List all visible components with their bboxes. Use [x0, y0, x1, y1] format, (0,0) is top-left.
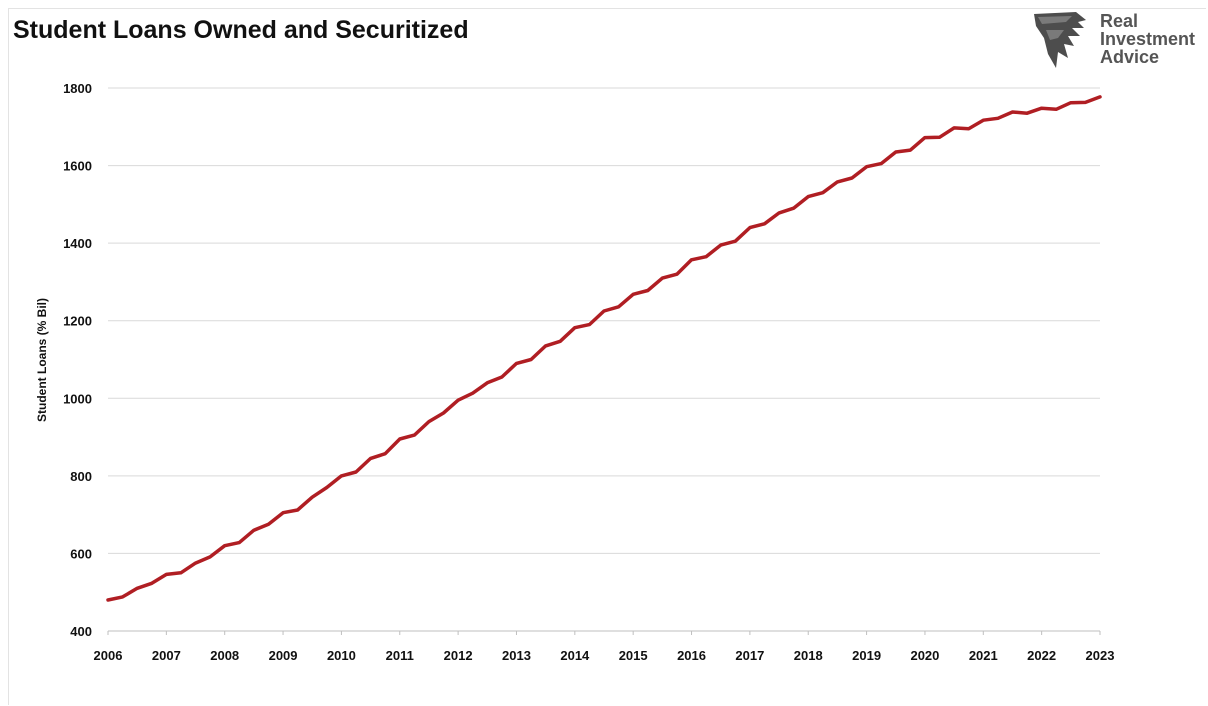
x-tick-label: 2015: [619, 648, 648, 663]
x-tick-label: 2008: [210, 648, 239, 663]
y-tick-label: 1200: [63, 314, 92, 329]
x-tick-label: 2022: [1027, 648, 1056, 663]
x-axis-ticks: 2006 2007 2008 2009 2010 2011 2012 2013 2014 2015…: [94, 631, 1115, 663]
x-tick-label: 2023: [1086, 648, 1115, 663]
logo-text: Real Investment Advice: [1100, 12, 1195, 66]
x-tick-label: 2007: [152, 648, 181, 663]
gridlines: [108, 87, 1100, 632]
x-tick-label: 2012: [444, 648, 473, 663]
x-tick-label: 2020: [910, 648, 939, 663]
chart-title: Student Loans Owned and Securitized: [13, 16, 469, 44]
x-tick-label: 2019: [852, 648, 881, 663]
y-tick-label: 800: [70, 469, 92, 484]
y-tick-label: 1400: [63, 236, 92, 251]
chart-frame: [8, 8, 1206, 705]
logo-line-advice: Advice: [1100, 47, 1160, 67]
x-tick-label: 2017: [735, 648, 764, 663]
y-axis-title: Student Loans (% Bil): [35, 298, 49, 422]
logo-line-real: Real: [1100, 11, 1139, 31]
y-axis-ticks: 400 600 800 1000 1200 1400 1600 1800: [63, 81, 92, 639]
eagle-head-icon: [1034, 12, 1086, 68]
y-tick-label: 1600: [63, 159, 92, 174]
x-tick-label: 2010: [327, 648, 356, 663]
x-tick-label: 2011: [386, 648, 414, 663]
x-tick-label: 2009: [269, 648, 298, 663]
logo-line-investment: Investment: [1100, 29, 1196, 49]
y-tick-label: 600: [70, 546, 92, 561]
x-tick-label: 2016: [677, 648, 706, 663]
y-tick-label: 400: [70, 624, 92, 639]
x-tick-label: 2014: [560, 648, 590, 663]
brand-logo: Real Investment Advice: [1028, 8, 1206, 70]
x-tick-label: 2021: [969, 648, 998, 663]
x-tick-label: 2006: [94, 648, 123, 663]
y-tick-label: 1000: [63, 391, 92, 406]
series-line-0: [106, 95, 1102, 602]
x-tick-label: 2013: [502, 648, 531, 663]
series-group: [106, 95, 1102, 602]
y-tick-label: 1800: [63, 81, 92, 96]
x-tick-label: 2018: [794, 648, 823, 663]
